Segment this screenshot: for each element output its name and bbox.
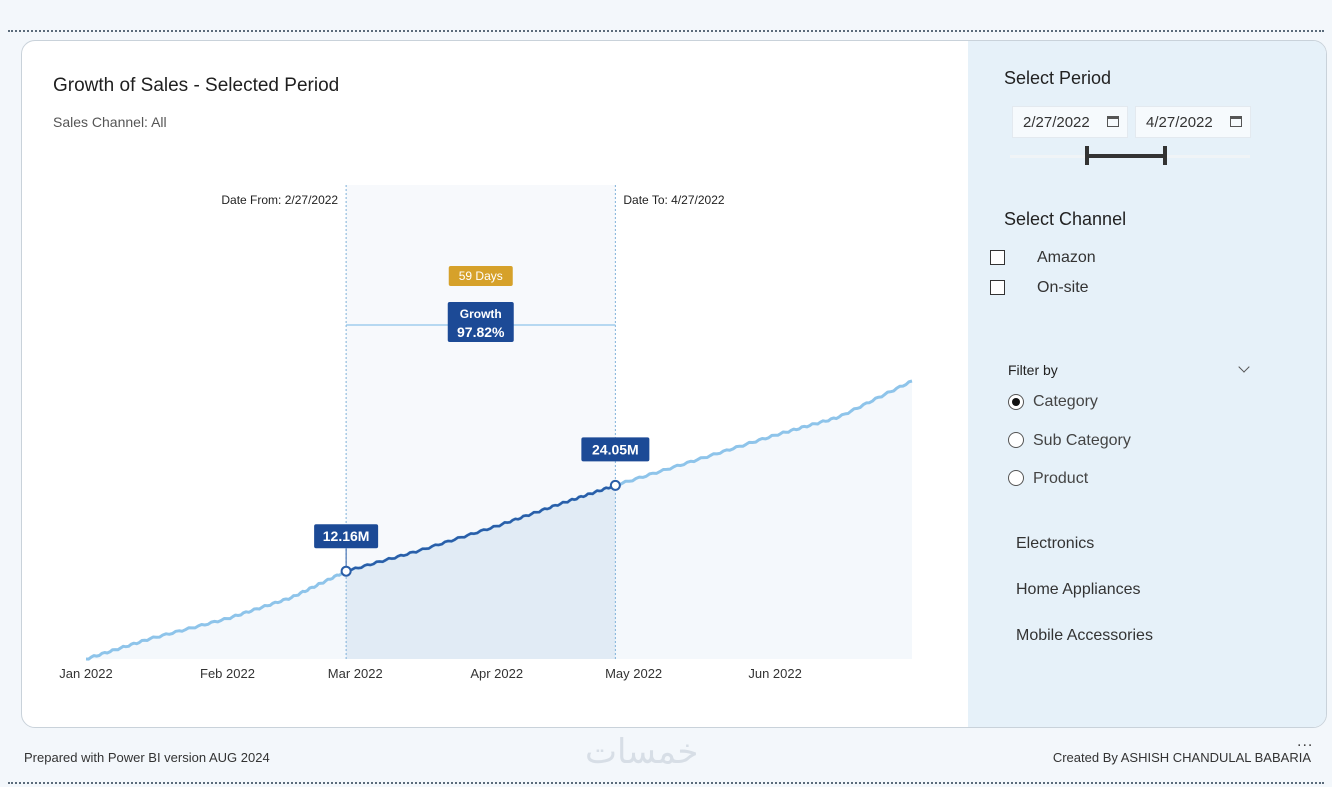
- x-tick-label: May 2022: [605, 666, 662, 681]
- end-value-label: 24.05M: [592, 441, 639, 457]
- top-divider: [8, 30, 1324, 32]
- x-tick-label: Feb 2022: [200, 666, 255, 681]
- start-value-callout: 12.16M: [314, 524, 379, 567]
- selected-period-area: [346, 485, 616, 659]
- calendar-icon[interactable]: [1107, 116, 1119, 127]
- sales-area: [86, 381, 912, 660]
- date-start-input[interactable]: 2/27/2022: [1012, 106, 1128, 138]
- x-tick-label: Jun 2022: [748, 666, 802, 681]
- footer-prepared-with: Prepared with Power BI version AUG 2024: [24, 750, 270, 765]
- date-end-value: 4/27/2022: [1146, 114, 1213, 131]
- date-to-label: Date To: 4/27/2022: [623, 193, 725, 207]
- x-axis: Jan 2022 Feb 2022 Mar 2022 Apr 2022 May 2022…: [59, 666, 802, 681]
- list-item-electronics[interactable]: Electronics: [1016, 535, 1095, 552]
- sales-growth-chart[interactable]: Date From: 2/27/2022 Date To: 4/27/2022 …: [22, 41, 968, 727]
- select-channel-title: Select Channel: [1004, 209, 1127, 229]
- selected-sales-line: [346, 484, 616, 573]
- radio-label[interactable]: Category: [1033, 393, 1098, 410]
- footer-created-by: Created By ASHISH CHANDULAL BABARIA: [1052, 750, 1311, 765]
- end-point-marker[interactable]: [609, 479, 621, 491]
- date-start-value: 2/27/2022: [1023, 114, 1090, 131]
- growth-value: 97.82%: [457, 324, 505, 340]
- start-point-marker[interactable]: [340, 565, 352, 577]
- days-badge: 59 Days: [448, 266, 513, 286]
- days-badge-label: 59 Days: [459, 269, 503, 283]
- filter-panel: [968, 41, 1326, 727]
- date-range-slider-fill: [1087, 154, 1165, 158]
- list-item-mobile-accessories[interactable]: Mobile Accessories: [1016, 627, 1153, 644]
- x-tick-label: Mar 2022: [328, 666, 383, 681]
- list-item-home-appliances[interactable]: Home Appliances: [1016, 581, 1141, 598]
- select-period-title: Select Period: [1004, 68, 1112, 88]
- radio-category[interactable]: [1008, 394, 1024, 410]
- chart-title: Growth of Sales - Selected Period: [53, 75, 340, 96]
- radio-label[interactable]: Product: [1033, 470, 1089, 487]
- calendar-icon[interactable]: [1230, 116, 1242, 127]
- radio-product[interactable]: [1008, 470, 1024, 486]
- x-tick-label: Apr 2022: [470, 666, 523, 681]
- date-end-input[interactable]: 4/27/2022: [1135, 106, 1251, 138]
- more-options-icon[interactable]: ...: [1297, 733, 1314, 750]
- start-value-label: 12.16M: [323, 528, 370, 544]
- radio-sub-category[interactable]: [1008, 432, 1024, 448]
- date-from-label: Date From: 2/27/2022: [221, 193, 338, 207]
- end-value-callout: 24.05M: [581, 437, 650, 462]
- growth-label: Growth: [460, 307, 502, 321]
- filter-by-title: Filter by: [1008, 362, 1058, 378]
- checkbox-amazon[interactable]: [990, 250, 1005, 265]
- watermark: خمسات: [585, 732, 699, 772]
- report-card: Growth of Sales - Selected Period Sales …: [21, 40, 1327, 728]
- checkbox-label[interactable]: Amazon: [1037, 249, 1096, 266]
- bottom-divider: [8, 782, 1324, 784]
- slider-end-handle[interactable]: [1163, 146, 1167, 165]
- chart-subtitle: Sales Channel: All: [53, 114, 167, 130]
- x-tick-label: Jan 2022: [59, 666, 113, 681]
- growth-callout: Growth 97.82%: [447, 302, 514, 342]
- radio-label[interactable]: Sub Category: [1033, 432, 1131, 449]
- checkbox-on-site[interactable]: [990, 280, 1005, 295]
- checkbox-label[interactable]: On-site: [1037, 279, 1089, 296]
- slider-start-handle[interactable]: [1085, 146, 1089, 165]
